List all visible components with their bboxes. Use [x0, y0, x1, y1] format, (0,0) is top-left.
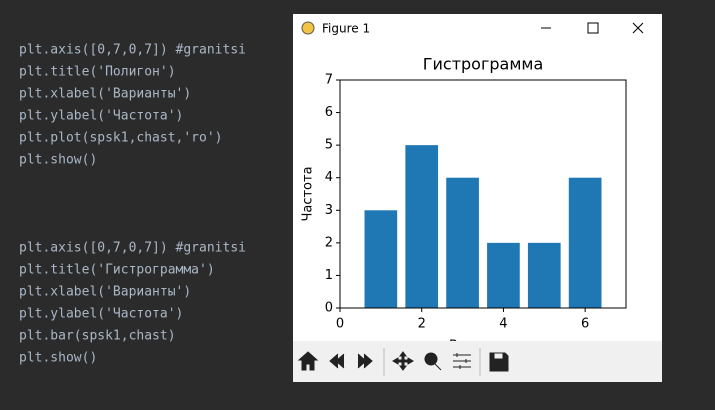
code-line: plt.axis([0,7,0,7]) #granitsi	[19, 43, 246, 58]
code-line: plt.show()	[19, 153, 97, 168]
close-button[interactable]	[632, 22, 644, 34]
window-title: Figure 1	[322, 22, 370, 36]
bar	[487, 242, 520, 308]
y-tick-label: 2	[325, 235, 333, 250]
save-button[interactable]	[489, 352, 509, 372]
pan-button[interactable]	[392, 351, 414, 371]
bar	[568, 177, 602, 308]
maximize-button[interactable]	[587, 22, 599, 34]
bar	[364, 210, 398, 308]
y-tick-label: 6	[325, 105, 333, 120]
configure-button[interactable]	[453, 353, 471, 369]
code-line: plt.xlabel('Варианты')	[19, 285, 191, 300]
bar	[446, 177, 479, 308]
title-bar	[293, 14, 662, 42]
y-tick-label: 4	[325, 170, 333, 185]
code-line: plt.xlabel('Варианты')	[19, 87, 191, 102]
code-line: plt.ylabel('Частота')	[19, 109, 183, 124]
code-line: plt.bar(spsk1,chast)	[19, 329, 176, 344]
code-line: plt.ylabel('Частота')	[19, 307, 183, 322]
code-line: plt.axis([0,7,0,7]) #granitsi	[19, 241, 246, 256]
y-tick-label: 5	[325, 138, 333, 153]
axes-frame	[339, 79, 627, 309]
x-tick-label: 0	[336, 317, 344, 332]
y-tick-label: 0	[325, 301, 333, 316]
back-button[interactable]	[329, 353, 345, 369]
bar	[527, 242, 561, 308]
y-axis-label: Частота	[301, 166, 316, 221]
chart-title: Гистрограмма	[423, 55, 544, 74]
y-tick-label: 3	[325, 203, 333, 218]
x-tick-label: 2	[418, 317, 426, 332]
zoom-button[interactable]	[424, 352, 442, 371]
forward-button[interactable]	[357, 353, 373, 369]
y-tick-label: 1	[325, 268, 333, 283]
x-tick-label: 6	[581, 317, 589, 332]
x-tick-label: 4	[499, 317, 507, 332]
bar	[405, 145, 439, 308]
code-line: plt.title('Полигон')	[19, 65, 176, 80]
home-button[interactable]	[297, 351, 319, 371]
y-tick-label: 7	[325, 73, 333, 88]
app-icon	[301, 21, 315, 35]
code-line: plt.plot(spsk1,chast,'ro')	[19, 131, 223, 146]
code-line: plt.title('Гистрограмма')	[19, 263, 215, 278]
code-line: plt.show()	[19, 351, 97, 366]
toolbar	[293, 341, 662, 382]
